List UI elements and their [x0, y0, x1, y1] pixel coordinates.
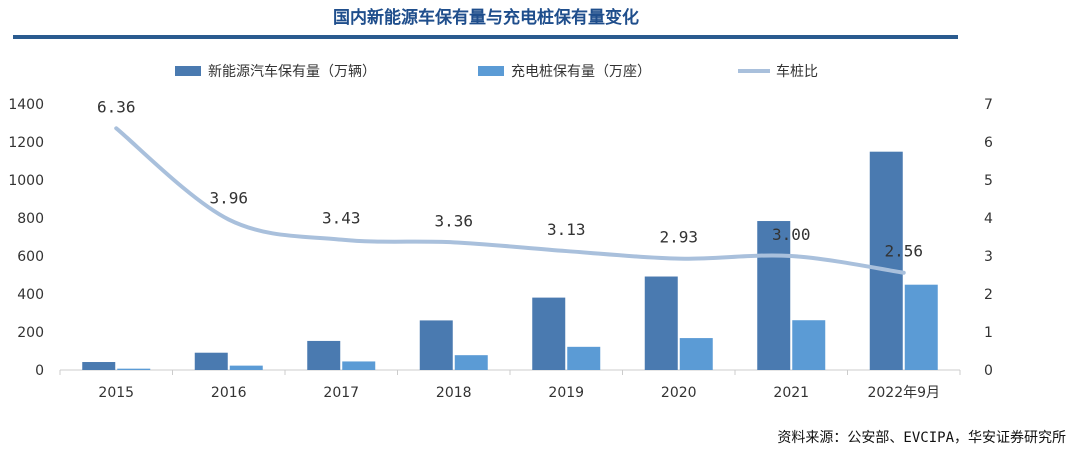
ev-bar [757, 221, 791, 370]
charger-bar [904, 284, 938, 370]
ev-bar [419, 320, 453, 370]
y2-tick-label: 5 [984, 173, 993, 189]
legend: 新能源汽车保有量（万辆） 充电桩保有量（万座） 车桩比 [175, 63, 818, 80]
y-tick-label: 600 [17, 249, 44, 265]
bars [82, 151, 938, 370]
charger-bar [229, 365, 263, 370]
y2-tick-label: 7 [984, 97, 993, 113]
x-tick-label: 2015 [98, 385, 134, 401]
x-tick-label: 2017 [323, 385, 359, 401]
ratio-data-label: 3.96 [209, 189, 248, 208]
legend-label: 新能源汽车保有量（万辆） [208, 63, 376, 80]
x-tick-label: 2022年9月 [867, 385, 940, 401]
charger-bar [792, 320, 826, 370]
x-tick-label: 2019 [548, 385, 584, 401]
ratio-labels: 6.36 3.96 3.43 3.36 3.13 2.93 3.00 2.56 [97, 97, 923, 260]
ev-bar [869, 151, 903, 370]
x-axis: 2015 2016 2017 2018 2019 2020 2021 2022年9月 [59, 369, 961, 401]
charger-bar [679, 338, 713, 370]
chart-title: 国内新能源车保有量与充电桩保有量变化 [333, 7, 639, 28]
x-tick-label: 2016 [211, 385, 247, 401]
ratio-data-label: 3.00 [772, 225, 811, 244]
ratio-line-group [114, 126, 906, 275]
y2-tick-label: 0 [984, 363, 993, 379]
x-tick-label: 2018 [436, 385, 472, 401]
charger-bar [454, 355, 488, 370]
y-axis-right: 0 1 2 3 4 5 6 7 [984, 97, 993, 379]
y-tick-label: 1000 [8, 173, 44, 189]
legend-label: 充电桩保有量（万座） [511, 63, 651, 80]
ev-bar [194, 352, 228, 370]
legend-swatch [478, 66, 504, 76]
ratio-line [114, 126, 906, 275]
y2-tick-label: 3 [984, 249, 993, 265]
ratio-data-label: 2.56 [884, 242, 923, 261]
ev-bar [644, 276, 678, 370]
y-axis-left: 0 200 400 600 800 1000 1200 1400 [8, 97, 44, 379]
ev-bar [307, 340, 341, 370]
charger-bar [567, 346, 601, 370]
y-tick-label: 400 [17, 287, 44, 303]
ratio-data-label: 3.13 [547, 220, 586, 239]
ev-bar [82, 362, 116, 370]
y2-tick-label: 4 [984, 211, 993, 227]
x-tick-label: 2021 [773, 385, 809, 401]
y2-tick-label: 1 [984, 325, 993, 341]
y-tick-label: 200 [17, 325, 44, 341]
ev-bar [532, 297, 566, 370]
legend-swatch [175, 66, 201, 76]
charger-bar [342, 361, 376, 370]
y-tick-label: 1400 [8, 97, 44, 113]
y2-tick-label: 6 [984, 135, 993, 151]
y-tick-label: 0 [35, 363, 44, 379]
y2-tick-label: 2 [984, 287, 993, 303]
ratio-data-label: 3.36 [434, 211, 473, 230]
ratio-data-label: 6.36 [97, 97, 136, 116]
charger-bar [117, 368, 151, 370]
source-note: 资料来源：公安部、EVCIPA，华安证券研究所 [777, 430, 1066, 446]
ratio-data-label: 3.43 [322, 209, 361, 228]
ratio-data-label: 2.93 [659, 228, 698, 247]
y-tick-label: 1200 [8, 135, 44, 151]
x-tick-label: 2020 [661, 385, 697, 401]
y-tick-label: 800 [17, 211, 44, 227]
legend-label: 车桩比 [776, 63, 818, 80]
